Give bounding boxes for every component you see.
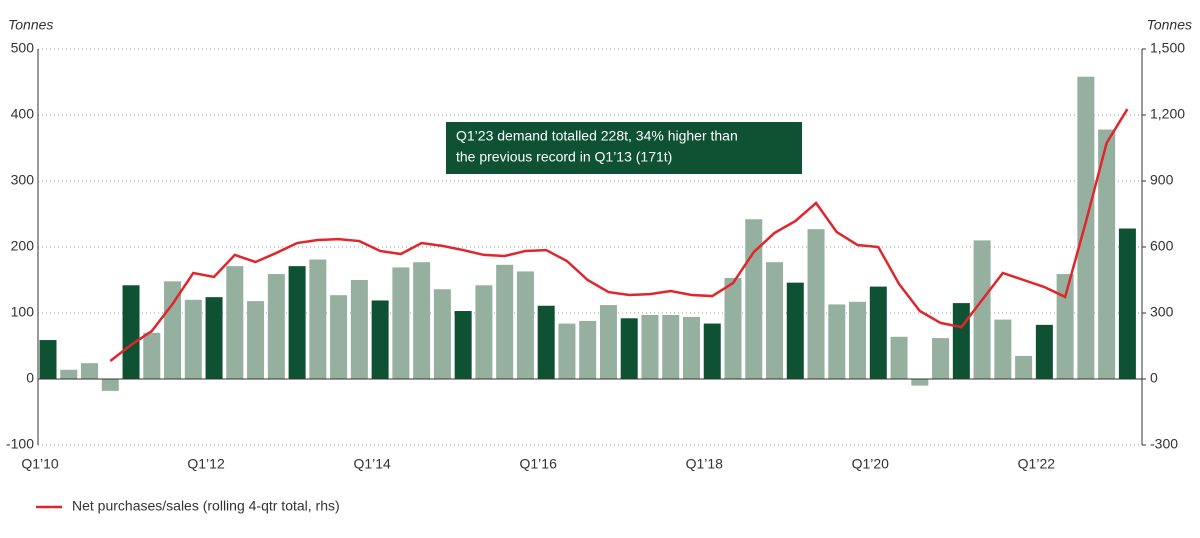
- bar: [579, 320, 597, 379]
- line: [109, 108, 1129, 362]
- y-tick-label: 0: [26, 370, 34, 386]
- bar: [371, 300, 389, 379]
- y2-tick-label: 1,200: [1150, 106, 1185, 122]
- y2-tick-label: -300: [1150, 436, 1178, 452]
- y2-tick-label: 300: [1150, 304, 1174, 320]
- bar: [101, 379, 119, 391]
- bar: [164, 281, 182, 379]
- bar: [288, 266, 306, 379]
- bar: [226, 266, 244, 379]
- bar: [267, 274, 285, 379]
- bar: [849, 301, 867, 379]
- bar: [807, 229, 825, 379]
- bar: [869, 286, 887, 379]
- y-tick-label: 300: [11, 172, 35, 188]
- bar: [122, 285, 140, 379]
- x-tick-label: Q1’18: [686, 456, 724, 472]
- bar: [392, 267, 410, 379]
- bar: [1118, 228, 1136, 379]
- bar: [247, 301, 265, 379]
- x-tick-label: Q1’12: [187, 456, 225, 472]
- bar: [537, 305, 555, 379]
- bar: [682, 316, 700, 379]
- y-tick-label: 200: [11, 238, 35, 254]
- bar: [413, 262, 431, 379]
- bar: [662, 314, 680, 379]
- annotation-box: [446, 122, 802, 174]
- bar: [890, 336, 908, 379]
- bar: [516, 271, 534, 379]
- bar: [330, 295, 348, 379]
- x-tick-label: Q1’20: [852, 456, 890, 472]
- bar: [1035, 324, 1053, 379]
- annotation: the previous record in Q1’13 (171t): [456, 149, 672, 165]
- x-tick-label: Q1’10: [21, 456, 59, 472]
- bar: [205, 297, 223, 379]
- bar: [599, 305, 617, 379]
- bar: [620, 318, 638, 379]
- bar: [39, 340, 57, 379]
- y-axis-label: Tonnes: [8, 17, 53, 33]
- bar: [184, 299, 202, 379]
- y2-tick-label: 900: [1150, 172, 1174, 188]
- bar: [433, 289, 451, 379]
- annotation: Q1’23 demand totalled 228t, 34% higher t…: [456, 128, 738, 144]
- bar: [745, 219, 763, 379]
- bar: [143, 332, 161, 379]
- bar: [932, 338, 950, 379]
- bar: [828, 304, 846, 379]
- y2-tick-label: 0: [1150, 370, 1158, 386]
- bar: [952, 303, 970, 379]
- y2-axis-label: Tonnes: [1147, 17, 1192, 33]
- x-tick-label: Q1’16: [520, 456, 558, 472]
- y-tick-label: 100: [11, 304, 35, 320]
- bar: [641, 314, 659, 379]
- bar: [454, 311, 472, 379]
- legend-label: Net purchases/sales (rolling 4-qtr total…: [72, 498, 340, 514]
- bar: [1056, 274, 1074, 379]
- bar: [558, 323, 576, 379]
- bar: [703, 323, 721, 379]
- x-tick-label: Q1’14: [353, 456, 391, 472]
- x-tick-label: Q1’22: [1018, 456, 1056, 472]
- bar: [766, 262, 784, 379]
- bar: [475, 285, 493, 379]
- bar: [309, 259, 327, 379]
- y2-tick-label: 600: [1150, 238, 1174, 254]
- y-tick-label: -100: [6, 436, 34, 452]
- bar: [81, 363, 99, 379]
- bar: [496, 264, 514, 379]
- bar: [1015, 355, 1033, 379]
- y-tick-label: 500: [11, 40, 35, 56]
- bar: [350, 280, 368, 379]
- bar: [911, 379, 929, 386]
- bar: [973, 240, 991, 379]
- bar: [60, 369, 78, 379]
- bar: [1098, 129, 1116, 379]
- y2-tick-label: 1,500: [1150, 40, 1185, 56]
- bar: [994, 319, 1012, 379]
- y-tick-label: 400: [11, 106, 35, 122]
- bar: [786, 282, 804, 379]
- bar: [1077, 76, 1095, 379]
- bar: [724, 278, 742, 379]
